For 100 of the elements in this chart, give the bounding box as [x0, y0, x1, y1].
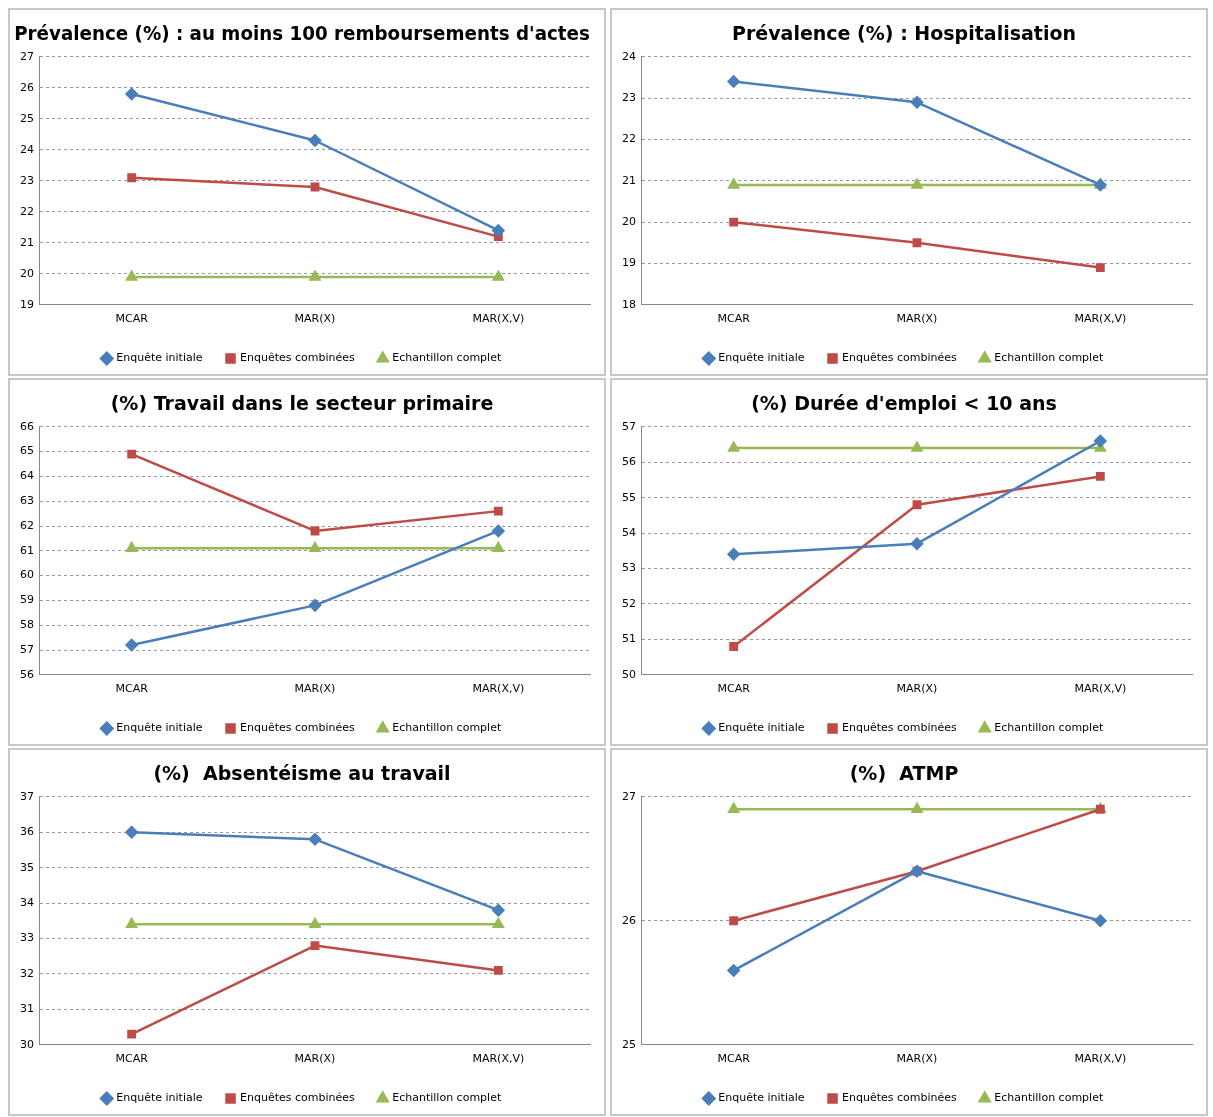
- point: [1095, 263, 1105, 273]
- y-tick-label: 33: [20, 931, 34, 945]
- legend-label: Enquêtes combinées: [842, 1091, 958, 1105]
- legend-label: Echantillon complet: [994, 351, 1104, 365]
- y-tick-label: 22: [20, 204, 34, 218]
- y-tick-label: 19: [20, 297, 34, 311]
- point: [729, 916, 739, 926]
- x-tick-label: MCAR: [717, 682, 751, 696]
- y-tick-label: 32: [20, 966, 34, 980]
- y-tick-label: 55: [622, 490, 636, 504]
- y-tick-label: 31: [20, 1002, 34, 1016]
- chart-title: (%) ATMP: [849, 762, 959, 785]
- legend-label: Echantillon complet: [392, 1091, 502, 1105]
- chart-title: Prévalence (%) : Hospitalisation: [732, 22, 1076, 45]
- point: [910, 96, 924, 109]
- y-tick-label: 23: [20, 173, 34, 187]
- y-tick-label: 64: [20, 469, 34, 483]
- point: [492, 524, 505, 538]
- y-tick-label: 19: [622, 256, 636, 270]
- x-tick-label: MAR(X,V): [1074, 682, 1127, 696]
- x-tick-label: MAR(X): [896, 1052, 938, 1066]
- point: [492, 918, 504, 929]
- x-tick-label: MAR(X): [294, 682, 336, 696]
- legend-label: Echantillon complet: [994, 721, 1104, 735]
- x-tick-label: MCAR: [115, 312, 149, 326]
- point: [910, 537, 924, 550]
- legend-label: Echantillon complet: [392, 721, 502, 735]
- y-tick-label: 63: [20, 494, 34, 508]
- x-tick-label: MAR(X): [896, 682, 938, 696]
- point: [492, 270, 504, 281]
- x-tick-label: MCAR: [717, 312, 751, 326]
- legend-label: Echantillon complet: [994, 1091, 1104, 1105]
- x-tick-label: MAR(X): [294, 312, 336, 326]
- point: [1094, 914, 1107, 928]
- point: [126, 270, 138, 281]
- y-tick-label: 50: [622, 667, 636, 681]
- legend-label: Enquêtes combinées: [240, 1091, 356, 1105]
- y-tick-label: 66: [20, 419, 34, 433]
- legend-label: Enquête initiale: [718, 721, 805, 735]
- legend-label: Enquêtes combinées: [842, 351, 958, 365]
- point: [1095, 471, 1105, 481]
- y-tick-label: 51: [622, 632, 636, 646]
- x-tick-label: MAR(X,V): [472, 682, 525, 696]
- point: [308, 599, 322, 612]
- y-tick-label: 27: [622, 789, 636, 803]
- x-tick-label: MAR(X): [896, 312, 938, 326]
- y-tick-label: 56: [622, 455, 636, 469]
- chart-title: Prévalence (%) : au moins 100 remboursements d'actes: [14, 23, 590, 45]
- point: [911, 802, 923, 813]
- chart-title: (%) Durée d'emploi < 10 ans: [751, 392, 1057, 415]
- legend-label: Enquête initiale: [116, 1091, 203, 1105]
- y-tick-label: 57: [20, 642, 34, 656]
- x-tick-label: MAR(X,V): [1074, 312, 1127, 326]
- point: [729, 642, 739, 651]
- y-tick-label: 56: [20, 667, 34, 681]
- x-tick-label: MAR(X): [294, 1052, 336, 1066]
- x-tick-label: MCAR: [115, 682, 149, 696]
- y-tick-label: 35: [20, 860, 34, 874]
- point: [125, 638, 138, 652]
- point: [309, 270, 321, 281]
- x-tick-label: MCAR: [717, 1052, 751, 1066]
- y-tick-label: 34: [20, 895, 34, 909]
- legend-label: Enquêtes combinées: [240, 721, 356, 735]
- y-tick-label: 27: [20, 49, 34, 63]
- point: [493, 965, 503, 975]
- point: [492, 903, 505, 917]
- y-tick-label: 26: [20, 80, 34, 94]
- point: [127, 449, 137, 459]
- point: [127, 173, 137, 183]
- y-tick-label: 30: [20, 1037, 34, 1051]
- point: [309, 542, 321, 553]
- y-tick-label: 21: [622, 173, 636, 187]
- x-tick-label: MCAR: [115, 1052, 149, 1066]
- point: [728, 178, 740, 189]
- y-tick-label: 23: [622, 90, 636, 104]
- point: [125, 825, 138, 839]
- y-tick-label: 25: [622, 1037, 636, 1051]
- legend-label: Enquête initiale: [116, 721, 203, 735]
- y-tick-label: 24: [20, 142, 34, 156]
- point: [912, 238, 922, 248]
- legend-label: Echantillon complet: [392, 351, 502, 365]
- y-tick-label: 65: [20, 444, 34, 458]
- point: [727, 75, 740, 88]
- y-tick-label: 54: [622, 525, 636, 539]
- y-tick-label: 53: [622, 561, 636, 575]
- y-tick-label: 62: [20, 518, 34, 532]
- point: [492, 224, 505, 237]
- legend-label: Enquête initiale: [718, 351, 805, 365]
- point: [727, 548, 740, 561]
- legend-label: Enquêtes combinées: [842, 721, 958, 735]
- point: [309, 918, 321, 929]
- y-tick-label: 59: [20, 593, 34, 607]
- y-tick-label: 22: [622, 132, 636, 146]
- point: [127, 1029, 137, 1039]
- point: [912, 500, 922, 510]
- point: [728, 441, 740, 452]
- y-tick-label: 20: [622, 214, 636, 228]
- y-tick-label: 37: [20, 789, 34, 803]
- x-tick-label: MAR(X,V): [472, 312, 525, 326]
- point: [911, 178, 923, 189]
